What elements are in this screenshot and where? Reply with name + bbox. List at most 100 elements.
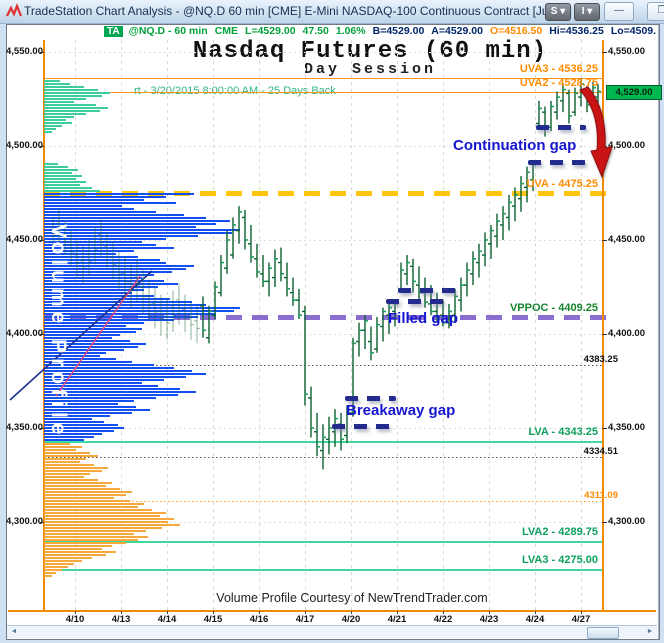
volume-profile-bar — [44, 536, 148, 538]
volume-profile-bar — [44, 433, 102, 435]
date-tick — [351, 611, 352, 614]
volume-profile-bar — [44, 235, 198, 237]
volume-profile-bar — [44, 122, 72, 124]
volume-profile-bar — [44, 163, 58, 165]
courtesy-text: Volume Profile Courtesy of NewTrendTrade… — [216, 591, 488, 605]
volume-profile-bar — [44, 256, 138, 258]
volume-profile-bar — [44, 436, 94, 438]
volume-profile-bar — [44, 455, 98, 457]
gridline-horizontal — [44, 334, 602, 335]
level-line-lva3 — [44, 569, 602, 571]
volume-profile-bar — [44, 509, 152, 511]
volume-profile-bar — [44, 208, 134, 210]
date-label: 4/16 — [249, 614, 269, 625]
breakaway-gap-label: Breakaway gap — [346, 402, 456, 419]
minimize-button[interactable]: — — [604, 2, 634, 21]
price-tick-label-right: 4,500.00 — [608, 140, 645, 151]
volume-profile-bar — [44, 506, 138, 508]
volume-profile-bar — [44, 515, 160, 517]
level-line-lva — [44, 440, 602, 443]
volume-profile-bar — [44, 83, 70, 85]
scrollbar-thumb[interactable] — [587, 627, 619, 639]
price-tick-right — [602, 522, 607, 523]
volume-profile-bar — [44, 473, 90, 475]
price-tick-label-right: 4,550.00 — [608, 46, 645, 57]
volume-profile-bar — [44, 569, 62, 571]
maximize-button[interactable]: ❐ — [647, 2, 664, 21]
style-dropdown-button[interactable]: S ▾ — [545, 3, 571, 21]
volume-profile-bar — [44, 89, 98, 91]
volume-profile-bar — [44, 400, 134, 402]
last-price-badge: 4,529.00 — [606, 84, 662, 100]
volume-profile-bar — [44, 403, 118, 405]
date-tick — [259, 611, 260, 614]
volume-profile-bar — [44, 128, 56, 130]
right-price-axis-line — [602, 40, 604, 611]
volume-profile-bar — [44, 557, 92, 559]
volume-profile-bar — [44, 262, 166, 264]
volume-profile-bar — [44, 554, 106, 556]
price-tick-label-right: 4,300.00 — [608, 516, 645, 527]
volume-profile-bar — [44, 503, 144, 505]
level-label-uva3: UVA3 - 4536.25 — [519, 62, 598, 75]
time-axis-line — [8, 610, 656, 612]
quote-field: Lo=4509.00 — [610, 25, 656, 37]
date-label: 4/13 — [111, 614, 131, 625]
quote-field: 47.50 — [302, 25, 329, 37]
date-label: 4/24 — [525, 614, 545, 625]
date-label: 4/14 — [157, 614, 177, 625]
scroll-right-icon[interactable]: ► — [646, 628, 654, 635]
volume-profile-bar — [44, 479, 98, 481]
volume-profile-bar — [44, 443, 70, 445]
volume-profile-bar — [44, 175, 82, 177]
volume-profile-bar — [44, 563, 74, 565]
volume-profile-bar — [44, 113, 86, 115]
quote-field: @NQ.D - 60 min — [128, 25, 208, 37]
volume-profile-bar — [44, 217, 206, 219]
price-tick-label-left: 4,500.00 — [6, 140, 43, 151]
volume-profile-bar — [44, 461, 80, 463]
volume-profile-bar — [44, 131, 52, 133]
scroll-left-icon[interactable]: ◄ — [10, 628, 18, 635]
volume-profile-bar — [44, 101, 74, 103]
volume-profile-bar — [44, 307, 240, 309]
volume-profile-bar — [44, 406, 136, 408]
date-label: 4/20 — [341, 614, 361, 625]
price-tick-label-right: 4,350.00 — [608, 422, 645, 433]
price-tick-label-right: 4,400.00 — [608, 328, 645, 339]
technical-analysis-badge: TA — [104, 26, 123, 37]
price-tick-right — [602, 240, 607, 241]
volume-profile-bar — [44, 125, 62, 127]
price-tick-left — [40, 52, 44, 53]
volume-profile-bar — [44, 98, 86, 100]
volume-profile-bar — [44, 250, 134, 252]
volume-profile-bar — [44, 482, 112, 484]
window-title: TradeStation Chart Analysis - @NQ.D 60 m… — [24, 4, 572, 18]
level-label-lva2: LVA2 - 4289.75 — [521, 526, 598, 539]
volume-profile-bar — [44, 488, 120, 490]
continuation-gap-dash — [528, 160, 586, 165]
volume-profile-bar — [44, 220, 230, 222]
volume-profile-bar — [44, 415, 110, 417]
volume-profile-bar — [44, 110, 100, 112]
filled-gap-dash — [386, 299, 452, 304]
volume-profile-bar — [44, 464, 94, 466]
price-tick-label-left: 4,300.00 — [6, 516, 43, 527]
indicator-dropdown-button[interactable]: I ▾ — [574, 3, 600, 21]
date-label: 4/15 — [203, 614, 223, 625]
volume-profile-bar — [44, 196, 166, 198]
volume-profile-bar — [44, 527, 162, 529]
volume-profile-bar — [44, 491, 132, 493]
horizontal-scrollbar[interactable]: ◄ ► — [7, 625, 657, 639]
date-tick — [397, 611, 398, 614]
volume-profile-bar — [44, 169, 78, 171]
date-label: 4/22 — [433, 614, 453, 625]
price-tick-right — [602, 428, 607, 429]
volume-profile-bar — [44, 229, 240, 231]
volume-profile-bar — [44, 193, 194, 195]
volume-profile-bar — [44, 427, 124, 429]
volume-profile-bar — [44, 238, 166, 240]
chart-subtitle: Day Session — [303, 61, 437, 78]
volume-profile-bar — [44, 467, 108, 469]
gridline-vertical — [397, 40, 398, 611]
